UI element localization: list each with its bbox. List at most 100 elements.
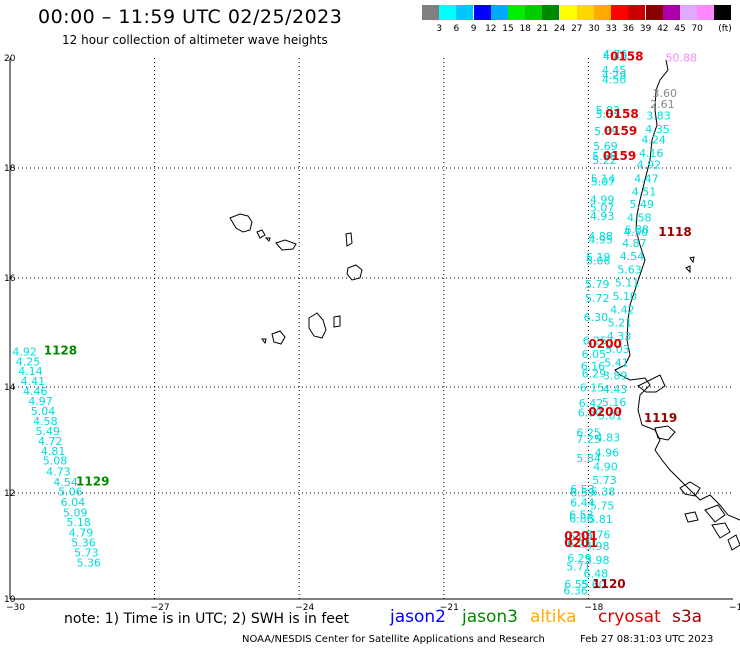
wave-height-value: 4.95 — [588, 233, 613, 246]
wave-height-value: 5.10 — [613, 290, 638, 303]
coast-detail-2 — [654, 425, 676, 441]
wave-height-value: 6.25 — [576, 427, 601, 440]
wave-height-value: 4.88 — [588, 230, 613, 243]
legend-label: 21 — [536, 24, 549, 34]
wave-height-value: 6.29 — [567, 552, 592, 565]
wave-height-value: 4.58 — [627, 211, 652, 224]
pass-time-labels: 0158 0158 0159 0159 1118 0200 0200 1119 02010201… — [44, 49, 692, 591]
wave-height-value: 5.16 — [602, 396, 627, 409]
wave-height-value: 6.48 — [584, 567, 609, 580]
wave-height-value: 4.50 — [624, 226, 649, 239]
wave-height-value: 4.54 — [620, 250, 645, 263]
wave-height-value: 5.22 — [592, 154, 617, 167]
wave-height-value: 5.81 — [588, 513, 613, 526]
axis-tick-labels: −30 −27 −24 −21 −18 −15 20 18 16 14 12 10 — [4, 54, 740, 613]
island-sal — [345, 232, 353, 247]
wave-height-value: 4.45 — [602, 64, 627, 77]
wave-height-value: 4.79 — [69, 527, 94, 540]
legend-swatch — [490, 5, 508, 20]
wave-height-value: 50.88 — [666, 51, 698, 64]
wave-height-value: 4.24 — [641, 134, 666, 147]
legend-swatch — [662, 5, 680, 20]
wave-height-value: 4.25 — [16, 355, 41, 368]
island-sao-nicolau — [275, 239, 297, 251]
map-title: 00:00 – 11:59 UTC 02/25/2023 — [38, 6, 343, 28]
pass-time-label: 1128 — [44, 344, 77, 358]
legend-swatch — [576, 5, 594, 20]
wave-height-value: 6.55 — [564, 578, 589, 591]
x-tick-label: −21 — [440, 603, 459, 613]
wave-height-value: 7.25 — [576, 433, 601, 446]
wave-height-values: 4.764.484.454.294.505.825.075.695.695.58… — [12, 48, 697, 598]
pass-time-label: 1118 — [658, 225, 691, 239]
wave-height-value: 6.44 — [570, 497, 595, 510]
legend-unit: (ft) — [718, 24, 732, 34]
wave-height-value: 4.96 — [595, 446, 620, 459]
wave-height-value: 4.50 — [602, 74, 627, 87]
coast-detail-4 — [704, 504, 726, 523]
wave-height-value: 5.41 — [604, 356, 629, 369]
satellite-jason2: jason2 — [390, 607, 446, 627]
wave-height-value: 5.07 — [590, 201, 615, 214]
wave-height-value: 6.42 — [579, 397, 604, 410]
wave-height-value: 5.75 — [590, 499, 615, 512]
wave-height-value: 4.47 — [634, 172, 659, 185]
wave-height-value: 3.89 — [603, 370, 628, 383]
legend-swatch — [508, 5, 525, 20]
wave-height-value: 5.98 — [585, 540, 610, 553]
legend-swatch — [456, 5, 474, 20]
wave-height-value: 5.38 — [591, 486, 616, 499]
wave-height-value: 4.76 — [603, 48, 628, 61]
wave-height-value: 6.06 — [568, 530, 593, 543]
x-tick-label: −15 — [729, 603, 740, 613]
wave-height-value: 4.99 — [590, 194, 615, 207]
wave-height-value: 5.06 — [586, 255, 611, 268]
wave-height-value: 5.21 — [608, 317, 633, 330]
pass-time-label: 0200 — [588, 405, 621, 419]
x-tick-label: −24 — [295, 603, 314, 613]
wave-height-value: 4.92 — [637, 159, 662, 172]
coast-islet-b — [685, 265, 691, 274]
wave-height-value: 4.97 — [28, 395, 53, 408]
wave-height-value: 5.36 — [77, 557, 102, 570]
pass-time-label: 0201 — [564, 536, 597, 550]
map-subtitle: 12 hour collection of altimeter wave hei… — [62, 33, 328, 47]
pass-time-label: 0200 — [588, 337, 621, 351]
wave-height-value: 5.06 — [58, 486, 82, 499]
coast-detail — [637, 374, 666, 393]
wave-height-value: 6.88 — [625, 224, 650, 237]
africa-coastline — [614, 59, 740, 521]
wave-height-value: 5.09 — [63, 506, 88, 519]
pass-time-label: 1120 — [592, 577, 625, 591]
island-santiago — [308, 312, 327, 339]
satellite-cryosat: cryosat — [598, 607, 661, 627]
lat-lon-grid — [9, 58, 733, 600]
legend-label: 45 — [674, 24, 686, 34]
y-tick-label: 18 — [4, 164, 16, 174]
legend-swatch — [525, 5, 543, 20]
wave-height-value: 5.11 — [615, 277, 640, 290]
legend-swatch — [439, 5, 457, 20]
wave-height-value: 5.07 — [591, 175, 616, 188]
wave-height-value: 5.82 — [596, 104, 621, 117]
credit-line: NOAA/NESDIS Center for Satellite Applica… — [242, 634, 545, 645]
island-maio — [333, 315, 341, 328]
pass-time-label: 0159 — [604, 124, 637, 138]
wave-height-value: 5.03 — [605, 343, 630, 356]
legend-label: 15 — [502, 24, 514, 34]
legend-swatch — [714, 5, 732, 20]
wave-height-value: 6.86 — [569, 512, 594, 525]
wave-height-value: 4.16 — [639, 147, 664, 160]
wave-height-value: 6.30 — [584, 311, 609, 324]
wave-height-value: 5.79 — [585, 278, 610, 291]
coast-detail-5 — [711, 522, 731, 539]
wave-height-value: 5.76 — [586, 529, 611, 542]
island-brava — [261, 338, 267, 345]
satellite-jason3: jason3 — [462, 607, 518, 627]
wave-height-value: 6.25 — [567, 537, 592, 550]
y-tick-label: 16 — [4, 274, 16, 284]
wave-height-value: 6.15 — [580, 381, 605, 394]
wave-height-value: 4.58 — [33, 415, 58, 428]
legend-swatch — [680, 5, 697, 20]
pass-time-label: 1129 — [76, 474, 109, 488]
